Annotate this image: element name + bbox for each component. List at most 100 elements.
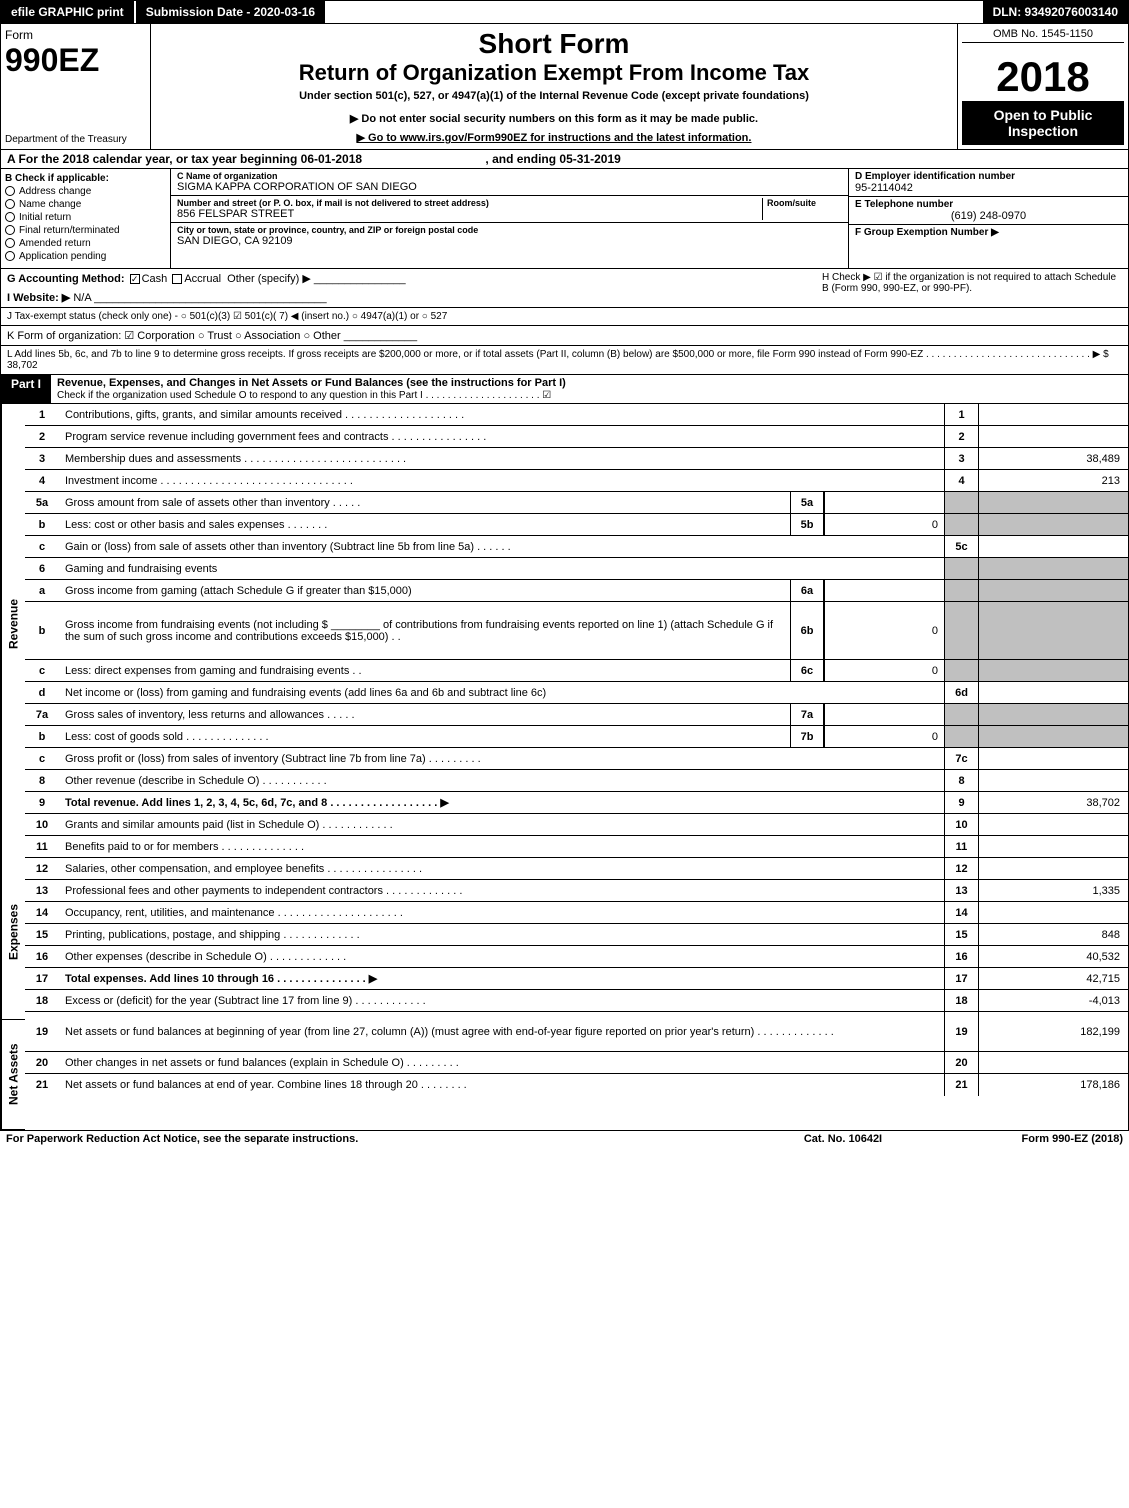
line-5c: cGain or (loss) from sale of assets othe…: [25, 536, 1128, 558]
checkbox-icon[interactable]: [172, 274, 182, 284]
box-g: G Accounting Method: Cash Accrual Other …: [7, 272, 822, 304]
city-cell: City or town, state or province, country…: [171, 223, 848, 249]
open-to-public: Open to Public Inspection: [962, 101, 1124, 145]
line-9: 9Total revenue. Add lines 1, 2, 3, 4, 5c…: [25, 792, 1128, 814]
line-1: 1Contributions, gifts, grants, and simil…: [25, 404, 1128, 426]
org-name-cell: C Name of organization SIGMA KAPPA CORPO…: [171, 169, 848, 196]
line-13: 13Professional fees and other payments t…: [25, 880, 1128, 902]
part1-header: Part I Revenue, Expenses, and Changes in…: [0, 375, 1129, 404]
room-label: Room/suite: [767, 198, 842, 208]
footer-row: For Paperwork Reduction Act Notice, see …: [0, 1131, 1129, 1147]
box-def: D Employer identification number 95-2114…: [848, 169, 1128, 268]
line-2: 2Program service revenue including gover…: [25, 426, 1128, 448]
chk-address-change[interactable]: Address change: [5, 186, 166, 197]
line-5b: bLess: cost or other basis and sales exp…: [25, 514, 1128, 536]
line-5a: 5aGross amount from sale of assets other…: [25, 492, 1128, 514]
tax-year: 2018: [962, 43, 1124, 101]
topbar: efile GRAPHIC print Submission Date - 20…: [0, 0, 1129, 24]
line-6d: dNet income or (loss) from gaming and fu…: [25, 682, 1128, 704]
return-title: Return of Organization Exempt From Incom…: [159, 60, 949, 86]
section-labels: Revenue Expenses Net Assets: [1, 404, 25, 1130]
box-b: B Check if applicable: Address change Na…: [1, 169, 171, 268]
box-e: E Telephone number (619) 248-0970: [849, 197, 1128, 225]
circle-icon: [5, 251, 15, 261]
ein-val: 95-2114042: [855, 182, 1122, 194]
city-val: SAN DIEGO, CA 92109: [177, 235, 842, 247]
chk-amended-return[interactable]: Amended return: [5, 238, 166, 249]
line-14: 14Occupancy, rent, utilities, and mainte…: [25, 902, 1128, 924]
header-center: Short Form Return of Organization Exempt…: [151, 24, 958, 149]
line-10: 10Grants and similar amounts paid (list …: [25, 814, 1128, 836]
addr-label: Number and street (or P. O. box, if mail…: [177, 198, 762, 208]
circle-icon: [5, 212, 15, 222]
goto-link[interactable]: ▶ Go to www.irs.gov/Form990EZ for instru…: [159, 131, 949, 144]
part1-grid: Revenue Expenses Net Assets 1Contributio…: [0, 404, 1129, 1131]
ein-label: D Employer identification number: [855, 171, 1122, 182]
omb-number: OMB No. 1545-1150: [962, 28, 1124, 43]
chk-name-change[interactable]: Name change: [5, 199, 166, 210]
efile-label: efile GRAPHIC print: [1, 1, 134, 23]
submission-date: Submission Date - 2020-03-16: [134, 1, 325, 23]
chk-final-return[interactable]: Final return/terminated: [5, 225, 166, 236]
chk-initial-return[interactable]: Initial return: [5, 212, 166, 223]
box-l: L Add lines 5b, 6c, and 7b to line 9 to …: [0, 346, 1129, 375]
header-row: Form 990EZ Department of the Treasury Sh…: [0, 24, 1129, 150]
dln-label: DLN: 93492076003140: [983, 1, 1128, 23]
circle-icon: [5, 238, 15, 248]
line-6: 6Gaming and fundraising events: [25, 558, 1128, 580]
under-section: Under section 501(c), 527, or 4947(a)(1)…: [159, 90, 949, 102]
section-expenses: Expenses: [1, 844, 25, 1020]
section-revenue: Revenue: [1, 404, 25, 844]
circle-icon: [5, 225, 15, 235]
addr-val: 856 FELSPAR STREET: [177, 208, 762, 220]
box-i: I Website: ▶ N/A _______________________…: [7, 291, 822, 304]
footer-right: Form 990-EZ (2018): [943, 1133, 1123, 1145]
topbar-spacer: [325, 1, 982, 23]
short-form-title: Short Form: [159, 28, 949, 60]
city-label: City or town, state or province, country…: [177, 225, 842, 235]
part1-title: Revenue, Expenses, and Changes in Net As…: [51, 375, 1128, 403]
line-11: 11Benefits paid to or for members . . . …: [25, 836, 1128, 858]
line-16: 16Other expenses (describe in Schedule O…: [25, 946, 1128, 968]
box-j: J Tax-exempt status (check only one) - ○…: [0, 308, 1129, 326]
box-c: C Name of organization SIGMA KAPPA CORPO…: [171, 169, 848, 268]
tel-val: (619) 248-0970: [855, 210, 1122, 222]
period-end: , and ending 05-31-2019: [485, 152, 620, 166]
lines-container: 1Contributions, gifts, grants, and simil…: [25, 404, 1128, 1130]
dept-label: Department of the Treasury: [5, 134, 146, 145]
box-b-label: B Check if applicable:: [5, 173, 166, 184]
line-19: 19Net assets or fund balances at beginni…: [25, 1012, 1128, 1052]
line-7a: 7aGross sales of inventory, less returns…: [25, 704, 1128, 726]
line-8: 8Other revenue (describe in Schedule O) …: [25, 770, 1128, 792]
box-k: K Form of organization: ☑ Corporation ○ …: [0, 326, 1129, 346]
section-netassets: Net Assets: [1, 1020, 25, 1130]
box-h: H Check ▶ ☑ if the organization is not r…: [822, 272, 1122, 304]
org-name: SIGMA KAPPA CORPORATION OF SAN DIEGO: [177, 181, 842, 193]
line-6c: cLess: direct expenses from gaming and f…: [25, 660, 1128, 682]
line-6a: aGross income from gaming (attach Schedu…: [25, 580, 1128, 602]
chk-application-pending[interactable]: Application pending: [5, 251, 166, 262]
circle-icon: [5, 199, 15, 209]
line-21: 21Net assets or fund balances at end of …: [25, 1074, 1128, 1096]
period-row: A For the 2018 calendar year, or tax yea…: [0, 150, 1129, 169]
line-12: 12Salaries, other compensation, and empl…: [25, 858, 1128, 880]
form-number: 990EZ: [5, 42, 146, 79]
no-ssn-note: ▶ Do not enter social security numbers o…: [159, 112, 949, 125]
line-15: 15Printing, publications, postage, and s…: [25, 924, 1128, 946]
line-3: 3Membership dues and assessments . . . .…: [25, 448, 1128, 470]
addr-cell: Number and street (or P. O. box, if mail…: [171, 196, 848, 223]
box-f: F Group Exemption Number ▶: [849, 225, 1128, 240]
line-7c: cGross profit or (loss) from sales of in…: [25, 748, 1128, 770]
org-name-label: C Name of organization: [177, 171, 842, 181]
checkbox-icon[interactable]: [130, 274, 140, 284]
line-20: 20Other changes in net assets or fund ba…: [25, 1052, 1128, 1074]
footer-left: For Paperwork Reduction Act Notice, see …: [6, 1133, 743, 1145]
line-6b: bGross income from fundraising events (n…: [25, 602, 1128, 660]
header-right: OMB No. 1545-1150 2018 Open to Public In…: [958, 24, 1128, 149]
header-left: Form 990EZ Department of the Treasury: [1, 24, 151, 149]
group-exempt-label: F Group Exemption Number ▶: [855, 227, 1122, 238]
tel-label: E Telephone number: [855, 199, 1122, 210]
line-18: 18Excess or (deficit) for the year (Subt…: [25, 990, 1128, 1012]
period-begin: A For the 2018 calendar year, or tax yea…: [7, 152, 362, 166]
ghi-row: G Accounting Method: Cash Accrual Other …: [0, 269, 1129, 308]
